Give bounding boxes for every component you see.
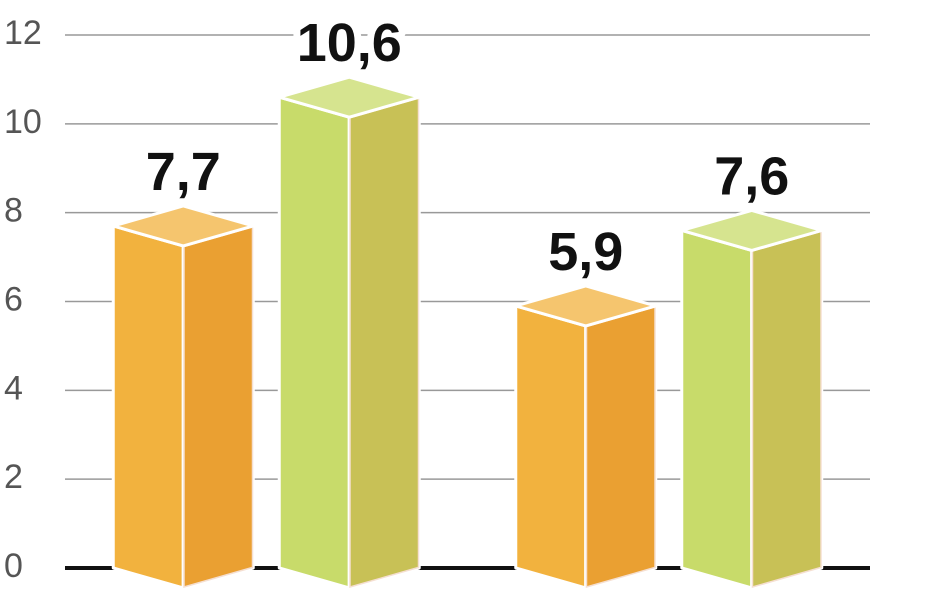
value-label: 7,7	[146, 142, 221, 202]
bar	[111, 204, 255, 590]
value-label: 7,6	[714, 146, 789, 206]
bar-side-shade	[751, 230, 822, 588]
bar-top-shade	[279, 77, 420, 118]
bar-top	[111, 204, 255, 248]
bar	[514, 284, 658, 590]
y-tick-label: 12	[4, 14, 42, 52]
y-tick-label: 2	[4, 458, 23, 496]
bar	[277, 75, 421, 590]
bar-side-shade	[585, 305, 656, 588]
value-label: 5,9	[548, 222, 623, 282]
bar-front	[680, 228, 754, 590]
bar-side-shade	[349, 97, 420, 588]
value-label: 10,6	[297, 13, 402, 73]
bar-top	[680, 208, 824, 252]
bar-top	[514, 284, 658, 328]
bar-front	[277, 95, 351, 590]
y-tick-label: 8	[4, 192, 23, 230]
y-tick-label: 0	[4, 547, 23, 585]
bar-top	[277, 75, 421, 119]
bar-top-shade	[515, 285, 656, 326]
bar-top-shade	[681, 210, 822, 251]
bar-side-shade	[183, 225, 254, 588]
bar-front	[111, 224, 185, 590]
y-tick-label: 4	[4, 369, 23, 407]
bar-front	[514, 304, 588, 590]
bar	[680, 208, 824, 590]
y-tick-label: 10	[4, 103, 42, 141]
y-tick-label: 6	[4, 280, 23, 318]
bar-top-shade	[113, 205, 254, 246]
